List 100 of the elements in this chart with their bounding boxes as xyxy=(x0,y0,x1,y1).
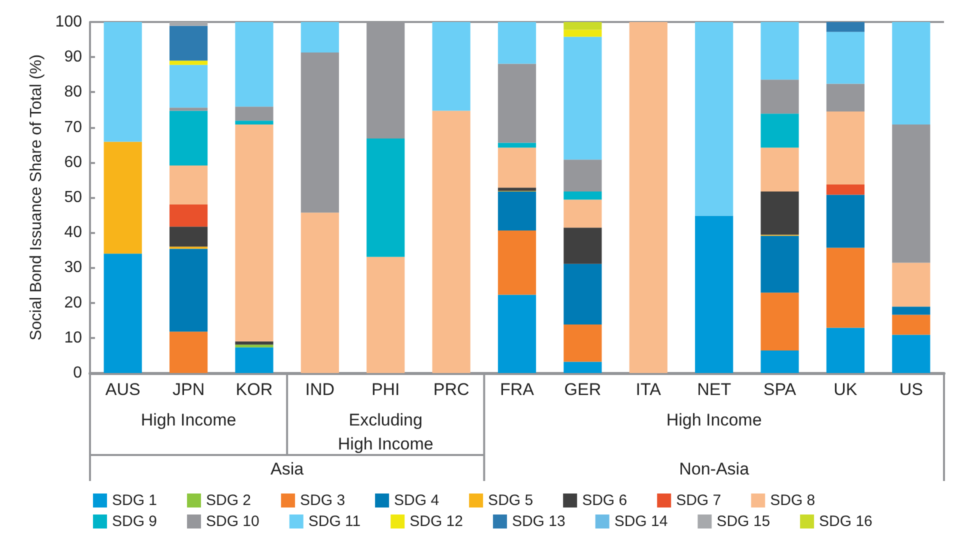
bar xyxy=(826,112,865,185)
bar xyxy=(892,262,930,307)
x-tick-label: AUS xyxy=(105,380,140,399)
bar xyxy=(104,22,142,142)
y-axis-title: Social Bond Issuance Share of Total (%) xyxy=(28,54,45,341)
bar xyxy=(498,148,536,188)
bar xyxy=(169,60,208,65)
bar xyxy=(760,114,799,148)
bar xyxy=(564,30,602,37)
bar xyxy=(695,22,734,216)
y-tick-label: 80 xyxy=(64,84,82,101)
bar xyxy=(564,160,602,192)
bar xyxy=(169,110,208,166)
text: High Income xyxy=(140,410,236,430)
bar xyxy=(826,194,865,248)
bar xyxy=(826,248,865,328)
legend-label: SDG 12 xyxy=(410,513,463,530)
legend-label: SDG 13 xyxy=(512,513,566,530)
bar xyxy=(169,26,208,61)
bar xyxy=(564,36,602,160)
bar xyxy=(104,254,142,373)
bar xyxy=(366,256,405,373)
y-tick-label: 30 xyxy=(64,259,82,276)
bar xyxy=(169,204,208,227)
bar xyxy=(169,166,208,205)
bar xyxy=(564,362,602,373)
legend-label: SDG 9 xyxy=(112,513,158,530)
x-tick-label: UK xyxy=(834,380,858,399)
legend-label: SDG 7 xyxy=(676,492,722,509)
legend-label: SDG 8 xyxy=(770,492,816,509)
y-tick-label: 50 xyxy=(64,189,82,206)
legend-label: SDG 14 xyxy=(614,513,668,530)
bar xyxy=(235,120,274,124)
bar xyxy=(300,212,339,373)
bar xyxy=(169,248,208,332)
text: High Income xyxy=(666,410,762,430)
bar xyxy=(826,32,865,84)
bar xyxy=(564,200,602,228)
bar xyxy=(826,22,865,32)
bar xyxy=(826,328,865,373)
bar xyxy=(564,192,602,200)
text: Excluding High Income xyxy=(338,410,434,454)
bar xyxy=(760,292,799,351)
x-tick-label: GER xyxy=(564,380,602,399)
bar xyxy=(432,110,470,373)
bar xyxy=(498,188,536,191)
bar xyxy=(498,230,536,295)
bar xyxy=(498,64,536,143)
bar xyxy=(826,184,865,195)
legend-label: SDG 6 xyxy=(582,492,628,509)
x-tick-label: ITA xyxy=(636,380,662,399)
bar xyxy=(169,226,208,247)
bar xyxy=(432,22,470,111)
bar xyxy=(498,192,536,230)
x-tick-label: JPN xyxy=(172,380,205,399)
x-tick-label: PHI xyxy=(371,380,400,399)
bar xyxy=(235,344,274,348)
bar xyxy=(235,22,274,107)
bar xyxy=(564,264,602,325)
x-tick-label: SPA xyxy=(763,380,797,399)
bar xyxy=(104,142,142,254)
y-tick-label: 0 xyxy=(73,364,82,382)
text: Asia xyxy=(270,460,304,478)
bar xyxy=(169,22,208,26)
bar xyxy=(629,22,668,373)
bar xyxy=(498,294,536,373)
bar xyxy=(564,324,602,362)
x-tick-label: NET xyxy=(697,380,732,399)
x-tick-label: KOR xyxy=(236,380,273,399)
legend-label: SDG 5 xyxy=(488,492,534,509)
bar xyxy=(564,22,602,30)
legend-label: SDG 16 xyxy=(819,513,872,530)
legend-label: SDG 4 xyxy=(394,492,440,509)
bar xyxy=(235,106,274,121)
bar xyxy=(235,124,274,342)
bar xyxy=(760,22,799,80)
y-tick-label: 20 xyxy=(64,294,82,312)
bar xyxy=(892,124,930,263)
bar xyxy=(892,22,930,124)
bar xyxy=(169,108,208,111)
bar xyxy=(300,22,339,53)
bar xyxy=(760,80,799,114)
legend-label: SDG 3 xyxy=(300,492,346,509)
bar xyxy=(892,334,930,373)
bar xyxy=(366,138,405,257)
bar xyxy=(300,52,339,213)
legend-label: SDG 10 xyxy=(206,513,260,530)
x-tick-label: IND xyxy=(305,380,335,399)
bar xyxy=(695,216,734,373)
bar xyxy=(235,341,274,345)
bar xyxy=(760,148,799,192)
text: Non-Asia xyxy=(679,460,750,478)
bar xyxy=(760,350,799,373)
legend-label: SDG 2 xyxy=(206,492,252,509)
x-tick-label: PRC xyxy=(433,380,470,399)
bar xyxy=(498,22,536,64)
bar xyxy=(892,314,930,335)
legend-label: SDG 11 xyxy=(308,513,361,530)
legend-label: SDG 1 xyxy=(112,492,158,509)
bar xyxy=(498,142,536,148)
